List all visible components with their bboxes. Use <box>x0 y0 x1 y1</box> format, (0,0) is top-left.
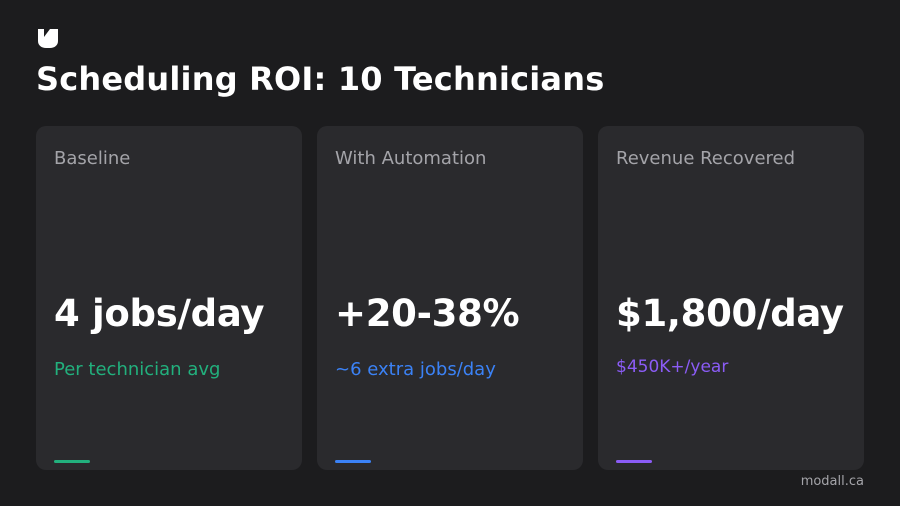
footer-website: modall.ca <box>800 474 864 489</box>
card-subtext: $450K+/year <box>616 357 729 377</box>
card-accent-bar <box>616 460 652 463</box>
card-value: 4 jobs/day <box>54 292 265 335</box>
card-label: With Automation <box>335 148 487 169</box>
revenue-card: Revenue Recovered $1,800/day $450K+/year <box>598 126 864 470</box>
card-label: Baseline <box>54 148 131 169</box>
baseline-card: Baseline 4 jobs/day Per technician avg <box>36 126 302 470</box>
metric-cards: Baseline 4 jobs/day Per technician avg W… <box>36 126 864 470</box>
card-value: +20-38% <box>335 292 520 335</box>
card-value: $1,800/day <box>616 292 844 335</box>
brand-logo-icon <box>38 29 58 48</box>
card-subtext: Per technician avg <box>54 359 221 380</box>
card-accent-bar <box>54 460 90 463</box>
card-subtext: ~6 extra jobs/day <box>335 359 496 380</box>
page-title: Scheduling ROI: 10 Technicians <box>36 60 605 98</box>
card-label: Revenue Recovered <box>616 148 796 169</box>
automation-card: With Automation +20-38% ~6 extra jobs/da… <box>317 126 583 470</box>
card-accent-bar <box>335 460 371 463</box>
